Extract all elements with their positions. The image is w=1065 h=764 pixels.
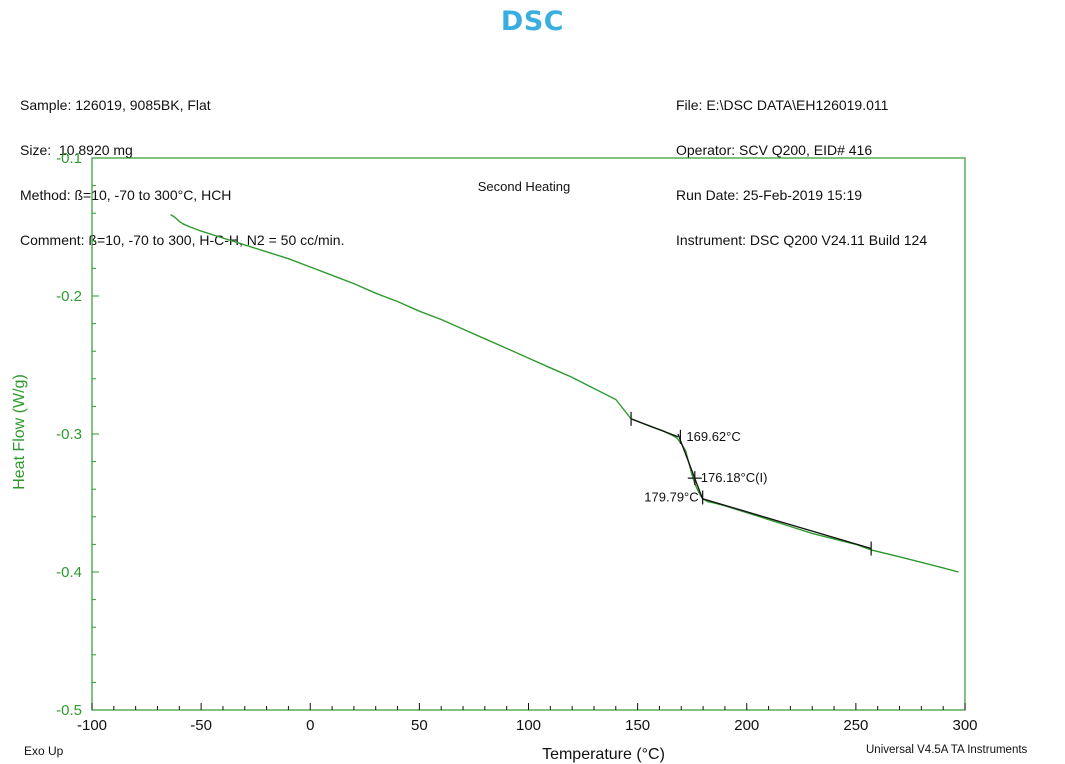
x-axis-label: Temperature (°C) bbox=[542, 746, 665, 763]
tangent-line bbox=[702, 498, 872, 550]
y-tick-label: -0.1 bbox=[56, 150, 82, 167]
exo-up-label: Exo Up bbox=[24, 744, 64, 758]
tangent-line bbox=[677, 433, 704, 501]
x-tick-label: 100 bbox=[516, 717, 541, 734]
plot-frame bbox=[91, 157, 966, 711]
tangent-line bbox=[630, 418, 679, 438]
x-tick-label: -100 bbox=[77, 717, 107, 734]
x-tick-label: 0 bbox=[306, 717, 314, 734]
operator-line: Operator: SCV Q200, EID# 416 bbox=[676, 142, 873, 158]
sample-line: Sample: 126019, 9085BK, Flat bbox=[20, 97, 211, 113]
sample-info: Sample: 126019, 9085BK, Flat Size: 10.89… bbox=[20, 68, 344, 263]
x-tick-label: 300 bbox=[952, 717, 977, 734]
y-tick-label: -0.2 bbox=[56, 288, 82, 305]
temperature-label: 169.62°C bbox=[686, 429, 740, 444]
x-tick-label: -50 bbox=[190, 717, 212, 734]
size-line: Size: 10.8920 mg bbox=[20, 142, 133, 158]
y-axis-label: Heat Flow (W/g) bbox=[11, 374, 28, 490]
y-tick-label: -0.3 bbox=[56, 426, 82, 443]
y-tick-label: -0.4 bbox=[56, 564, 82, 581]
y-tick-label: -0.5 bbox=[56, 702, 82, 719]
comment-line: Comment: ß=10, -70 to 300, H-C-H, N2 = 5… bbox=[20, 232, 345, 248]
run-info: File: E:\DSC DATA\EH126019.011 Operator:… bbox=[676, 68, 927, 263]
run-date-line: Run Date: 25-Feb-2019 15:19 bbox=[676, 187, 863, 203]
chart-annotation: Second Heating bbox=[478, 179, 571, 194]
x-tick-label: 150 bbox=[625, 717, 650, 734]
heat-flow-curve bbox=[170, 214, 959, 573]
x-tick-label: 250 bbox=[843, 717, 868, 734]
temperature-label: 179.79°C bbox=[644, 489, 698, 504]
instrument-line: Instrument: DSC Q200 V24.11 Build 124 bbox=[676, 232, 928, 248]
temperature-label: 176.18°C(I) bbox=[701, 470, 768, 485]
page-title: DSC bbox=[500, 6, 565, 37]
x-tick-label: 200 bbox=[734, 717, 759, 734]
x-tick-label: 50 bbox=[411, 717, 428, 734]
software-version: Universal V4.5A TA Instruments bbox=[866, 744, 1028, 756]
file-line: File: E:\DSC DATA\EH126019.011 bbox=[676, 97, 889, 113]
